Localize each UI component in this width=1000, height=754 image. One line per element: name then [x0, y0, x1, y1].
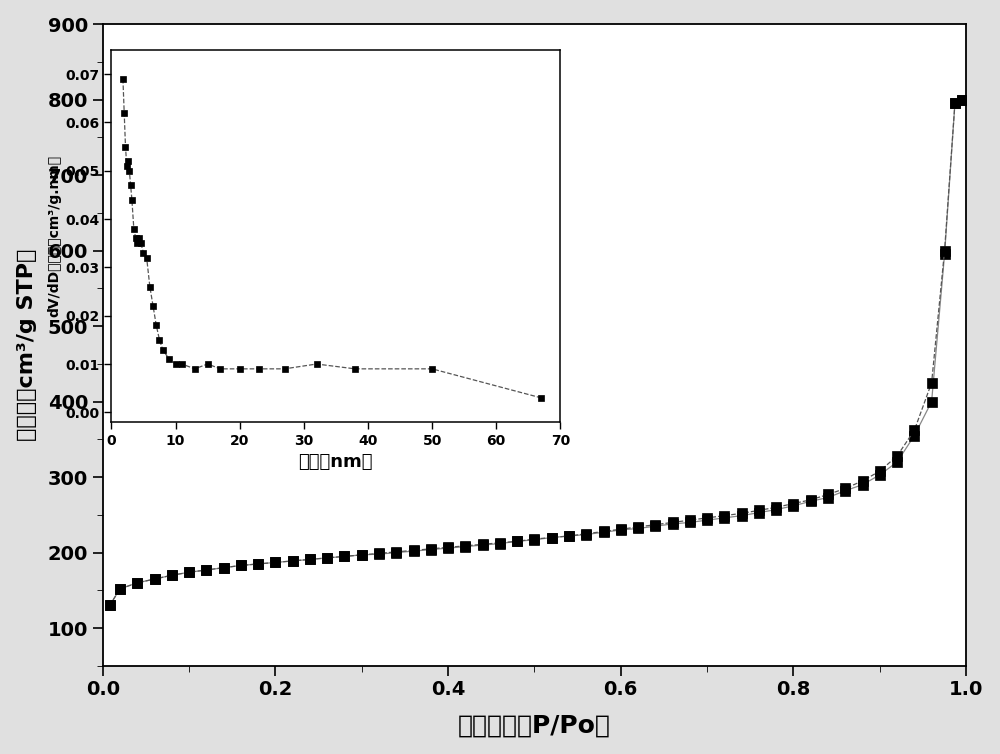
- Y-axis label: 吸附量（cm³/g STP）: 吸附量（cm³/g STP）: [17, 249, 37, 441]
- X-axis label: 相对压力（P/Po）: 相对压力（P/Po）: [458, 713, 611, 737]
